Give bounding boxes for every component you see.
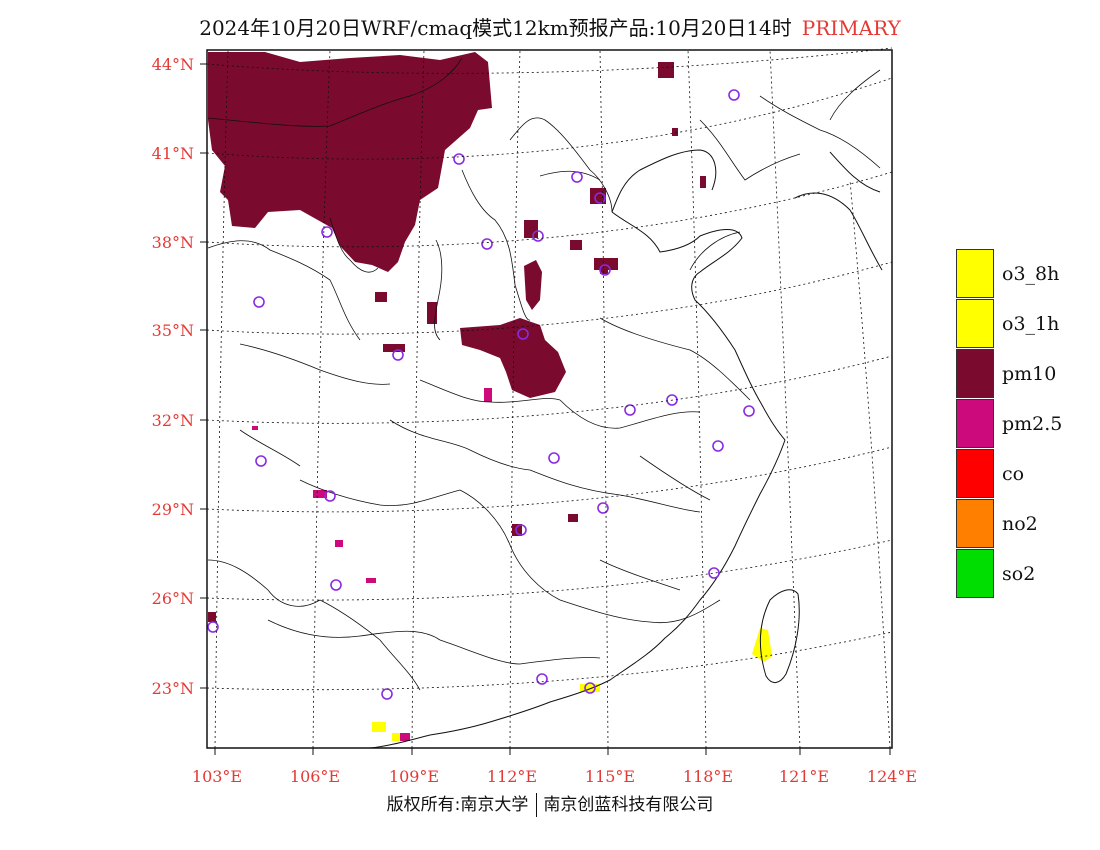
copyright-footer: 版权所有:南京大学 南京创蓝科技有限公司 (0, 790, 1100, 817)
legend-swatch (956, 399, 994, 448)
legend-swatch (956, 549, 994, 598)
lat-label-29n: 29°N (152, 500, 194, 519)
pm10-area-north (208, 52, 492, 272)
legend-item-o3-8h: o3_8h (956, 249, 1076, 299)
legend-label: no2 (1002, 513, 1038, 535)
lon-label-112e: 112°E (487, 767, 537, 786)
lon-label-121e: 121°E (779, 767, 829, 786)
legend-item-o3-1h: o3_1h (956, 299, 1076, 349)
legend-item-pm25: pm2.5 (956, 399, 1076, 449)
lon-labels: 103°E 106°E 109°E 112°E 115°E 118°E 121°… (192, 767, 917, 786)
legend-item-co: co (956, 449, 1076, 499)
map-frame (206, 49, 893, 749)
legend-label: o3_8h (1002, 263, 1060, 285)
pm10-areas (208, 52, 706, 622)
lon-label-115e: 115°E (585, 767, 635, 786)
station-markers (207, 89, 755, 700)
legend-label: co (1002, 463, 1025, 485)
legend-label: o3_1h (1002, 313, 1060, 335)
lat-label-23n: 23°N (152, 679, 194, 698)
lat-label-41n: 41°N (152, 144, 194, 163)
title-tag: PRIMARY (801, 16, 901, 40)
footer-company: 南京创蓝科技有限公司 (543, 795, 714, 815)
legend-item-no2: no2 (956, 499, 1076, 549)
taiwan-outline (759, 589, 800, 683)
lon-label-109e: 109°E (389, 767, 439, 786)
title-main: 2024年10月20日WRF/cmaq模式12km预报产品:10月20日14时 (199, 16, 792, 40)
legend-label: so2 (1002, 563, 1036, 585)
legend-swatch (956, 499, 994, 548)
lat-labels: 44°N 41°N 38°N 35°N 32°N 29°N 26°N 23°N (152, 55, 194, 698)
longitude-lines (214, 49, 891, 749)
o3-areas (372, 628, 772, 741)
lat-label-38n: 38°N (152, 233, 194, 252)
legend: o3_8h o3_1h pm10 pm2.5 co no2 so2 (956, 249, 1076, 599)
o3-area-taiwan (752, 628, 772, 662)
map-title: 2024年10月20日WRF/cmaq模式12km预报产品:10月20日14时 P… (0, 12, 1100, 41)
pm10-area-shanxi (524, 260, 542, 310)
lat-label-44n: 44°N (152, 55, 194, 74)
legend-label: pm10 (1002, 363, 1057, 385)
legend-swatch (956, 449, 994, 498)
latitude-lines (206, 47, 893, 691)
lon-label-106e: 106°E (290, 767, 340, 786)
legend-label: pm2.5 (1002, 413, 1063, 435)
lon-label-124e: 124°E (867, 767, 917, 786)
footer-separator (536, 793, 538, 817)
lat-label-32n: 32°N (152, 411, 194, 430)
coastline (369, 149, 883, 749)
lon-label-103e: 103°E (192, 767, 242, 786)
lat-label-26n: 26°N (152, 589, 194, 608)
legend-item-so2: so2 (956, 549, 1076, 599)
lat-label-35n: 35°N (152, 321, 194, 340)
lon-label-118e: 118°E (683, 767, 733, 786)
legend-swatch (956, 349, 994, 398)
legend-item-pm10: pm10 (956, 349, 1076, 399)
pm25-areas (252, 388, 492, 741)
tick-marks (200, 63, 891, 755)
province-borders (207, 57, 881, 691)
pm10-area-central (460, 318, 566, 398)
footer-copyright: 版权所有:南京大学 (386, 795, 529, 815)
legend-swatch (956, 299, 994, 348)
legend-swatch (956, 249, 994, 298)
